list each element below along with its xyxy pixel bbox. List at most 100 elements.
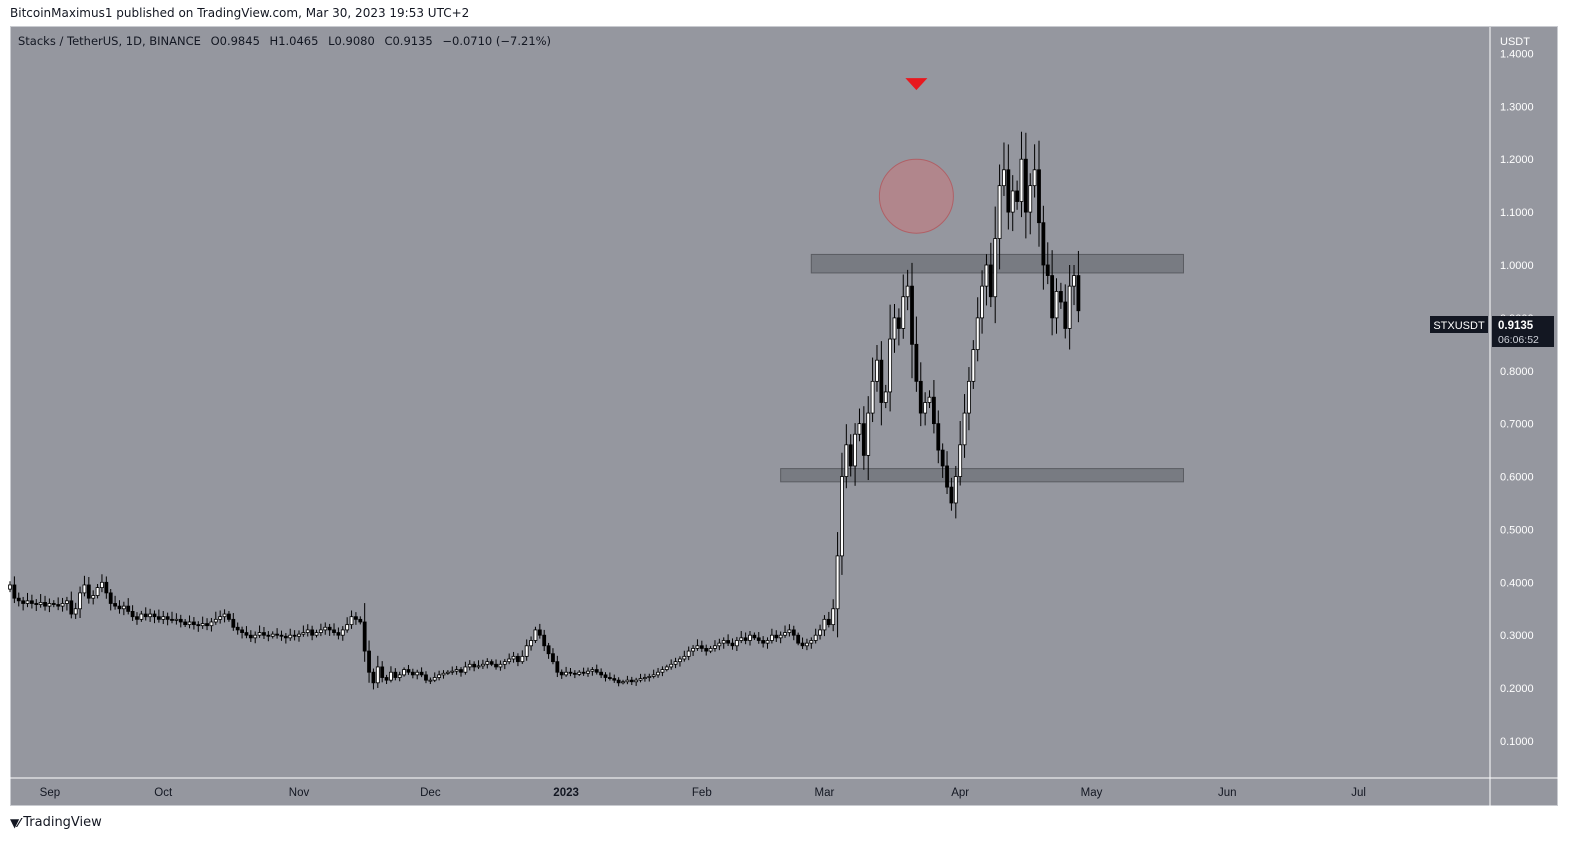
time-tick-label: Sep: [40, 787, 60, 799]
candle-body: [415, 671, 420, 676]
candle-body: [218, 616, 223, 620]
low-value: 0.9080: [334, 34, 375, 48]
candle-body: [406, 669, 411, 673]
candle-body: [1028, 185, 1033, 213]
chart-area[interactable]: [10, 26, 1558, 806]
candle-body: [699, 645, 704, 649]
candle-body: [196, 624, 201, 627]
candle-body: [213, 618, 218, 623]
candle-body: [769, 634, 774, 641]
candle-body: [638, 678, 643, 681]
candle-body: [1006, 169, 1011, 213]
candle-body: [599, 671, 604, 676]
candle-body: [704, 648, 709, 652]
candle-body: [108, 592, 113, 604]
candle-body: [489, 661, 494, 665]
candle-body: [29, 600, 34, 604]
candle-body: [502, 661, 507, 665]
candle-body: [717, 642, 722, 647]
ticker-label-bg: [1430, 316, 1488, 333]
price-axis-unit: USDT: [1500, 36, 1530, 48]
candle-body: [625, 679, 630, 683]
candle-body: [581, 671, 586, 674]
candle-body: [761, 640, 766, 644]
candle-body: [424, 674, 428, 681]
candle-body: [590, 669, 595, 672]
price-tick-label: 1.2000: [1500, 154, 1534, 166]
open-value: 0.9845: [219, 34, 260, 48]
candle-body: [498, 663, 503, 668]
candle-body: [270, 633, 275, 637]
horizontal-zone: [780, 468, 1184, 483]
candle-body: [467, 663, 472, 668]
candle-body: [778, 634, 783, 639]
candle-body: [1067, 285, 1072, 329]
candle-body: [441, 672, 446, 676]
candle-body: [616, 679, 621, 684]
candle-body: [1058, 291, 1063, 303]
candle-body: [1045, 264, 1050, 276]
candle-body: [161, 616, 166, 620]
price-tick-label: 0.3000: [1500, 630, 1534, 642]
candle-body: [936, 423, 941, 451]
candle-body: [1076, 275, 1081, 312]
footer: ▼⁄ TradingView: [10, 815, 102, 830]
candle-body: [262, 632, 266, 636]
candle-body: [432, 677, 437, 681]
bar-countdown: 06:06:52: [1498, 334, 1539, 346]
candle-body: [682, 655, 687, 660]
candle-body: [695, 645, 700, 649]
candle-body: [1019, 158, 1024, 202]
candle-body: [967, 380, 971, 414]
candle-body: [796, 634, 801, 644]
candle-body: [774, 634, 779, 639]
price-axis[interactable]: USDT1.40001.30001.20001.10001.00000.9000…: [1489, 27, 1534, 806]
time-tick-label: Feb: [692, 787, 712, 799]
candle-body: [323, 626, 328, 631]
candle-body: [914, 343, 919, 382]
candle-body: [21, 600, 26, 604]
candle-body: [327, 626, 332, 631]
candle-body: [34, 603, 39, 605]
candle-body: [266, 634, 271, 637]
candle-body: [1023, 158, 1028, 213]
price-tick-label: 0.5000: [1500, 524, 1534, 536]
candle-body: [686, 650, 691, 657]
candle-body: [542, 634, 547, 647]
price-tick-label: 1.4000: [1500, 48, 1534, 60]
candle-body: [1041, 222, 1046, 266]
candle-body: [354, 616, 358, 620]
candle-body: [844, 444, 849, 477]
candle-body: [95, 587, 100, 596]
candle-body: [721, 640, 726, 644]
candle-body: [104, 581, 109, 594]
time-axis[interactable]: Sep Oct Nov Dec 2023 Feb Mar Apr May Jun Jul: [10, 777, 1558, 799]
price-tick-label: 1.1000: [1500, 207, 1534, 219]
candle-body: [113, 603, 117, 607]
candle-body: [152, 613, 157, 618]
candle-body: [1002, 169, 1006, 187]
candle-body: [358, 618, 363, 623]
candle-body: [384, 677, 389, 681]
candle-body: [410, 671, 415, 676]
candle-body: [664, 666, 669, 670]
candle-body: [870, 380, 875, 414]
candle-body: [577, 671, 582, 675]
candle-body: [362, 621, 367, 652]
candle-body: [60, 603, 65, 607]
candle-body: [332, 629, 336, 633]
candle-body: [923, 402, 928, 414]
candle-body: [1015, 190, 1020, 202]
candle-body: [47, 603, 52, 607]
candle-body: [1010, 190, 1015, 213]
candle-body: [283, 635, 288, 639]
candle-body: [445, 671, 450, 674]
candle-body: [1032, 169, 1037, 187]
candle-body: [279, 634, 284, 637]
candle-body: [148, 613, 153, 618]
candle-body: [765, 640, 770, 644]
price-tick-label: 0.6000: [1500, 472, 1534, 484]
candle-body: [56, 604, 61, 607]
candle-body: [634, 679, 639, 683]
